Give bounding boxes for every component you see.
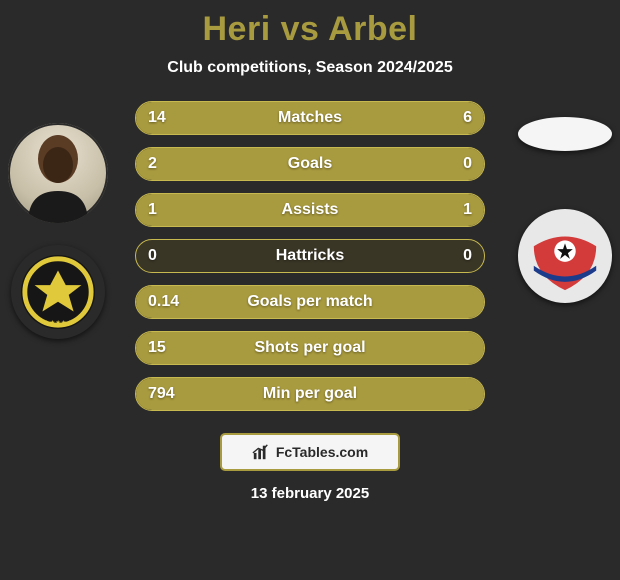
club-right-badge-icon bbox=[526, 217, 604, 295]
stat-label: Goals bbox=[136, 155, 484, 173]
player-left-avatar bbox=[8, 123, 108, 223]
stat-label: Hattricks bbox=[136, 247, 484, 265]
stat-bars: 14Matches62Goals01Assists10Hattricks00.1… bbox=[135, 101, 485, 411]
stat-value-right: 1 bbox=[463, 201, 472, 219]
brand-badge[interactable]: FcTables.com bbox=[220, 433, 400, 471]
stat-row: 1Assists1 bbox=[135, 193, 485, 227]
stat-value-right: 0 bbox=[463, 155, 472, 173]
stat-row: 0.14Goals per match bbox=[135, 285, 485, 319]
avatar-icon bbox=[8, 123, 108, 223]
player-right-column bbox=[518, 117, 612, 303]
player-left-column: ★ ★ ★ ★ ★ bbox=[8, 123, 108, 339]
page-title: Heri vs Arbel bbox=[0, 0, 620, 49]
stat-row: 14Matches6 bbox=[135, 101, 485, 135]
club-right-badge bbox=[518, 209, 612, 303]
page-subtitle: Club competitions, Season 2024/2025 bbox=[0, 59, 620, 77]
svg-text:★ ★ ★ ★ ★: ★ ★ ★ ★ ★ bbox=[44, 320, 72, 326]
stat-label: Assists bbox=[136, 201, 484, 219]
stat-value-right: 6 bbox=[463, 109, 472, 127]
stat-row: 15Shots per goal bbox=[135, 331, 485, 365]
stat-label: Matches bbox=[136, 109, 484, 127]
club-left-badge: ★ ★ ★ ★ ★ bbox=[11, 245, 105, 339]
club-left-badge-icon: ★ ★ ★ ★ ★ bbox=[19, 253, 97, 331]
comparison-area: ★ ★ ★ ★ ★ 14Matches62Goals01Assists10Hat… bbox=[0, 101, 620, 411]
brand-label: FcTables.com bbox=[276, 444, 368, 460]
stat-value-right: 0 bbox=[463, 247, 472, 265]
stat-row: 2Goals0 bbox=[135, 147, 485, 181]
chart-icon bbox=[252, 443, 270, 461]
player-right-avatar-placeholder bbox=[518, 117, 612, 151]
stat-label: Shots per goal bbox=[136, 339, 484, 357]
footer-date: 13 february 2025 bbox=[0, 485, 620, 502]
stat-label: Goals per match bbox=[136, 293, 484, 311]
stat-row: 794Min per goal bbox=[135, 377, 485, 411]
stat-row: 0Hattricks0 bbox=[135, 239, 485, 273]
stat-label: Min per goal bbox=[136, 385, 484, 403]
